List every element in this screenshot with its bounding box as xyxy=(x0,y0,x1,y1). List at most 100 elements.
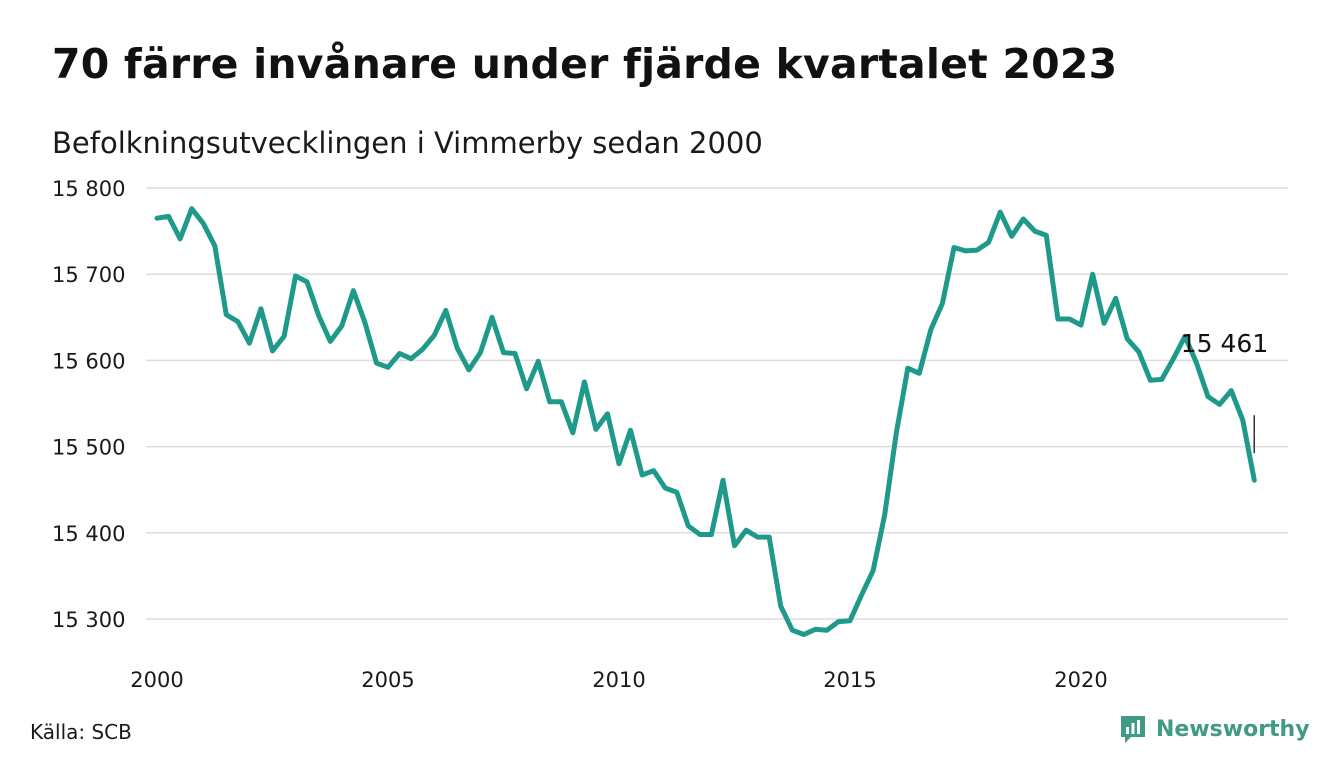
data-point xyxy=(559,399,564,404)
data-point xyxy=(674,490,679,495)
data-point xyxy=(801,632,806,637)
data-point xyxy=(1159,377,1164,382)
chart-title: 70 färre invånare under fjärde kvartalet… xyxy=(52,40,1118,88)
data-point xyxy=(1252,478,1257,483)
data-point xyxy=(1206,394,1211,399)
data-point xyxy=(1182,334,1187,339)
data-point xyxy=(282,334,287,339)
data-point xyxy=(409,356,414,361)
data-point xyxy=(536,359,541,364)
y-axis-ticks: 15 800 15 700 15 600 15 500 15 400 15 300 xyxy=(52,177,125,632)
data-point xyxy=(663,485,668,490)
data-point xyxy=(640,473,645,478)
data-point xyxy=(790,628,795,633)
data-point xyxy=(1079,323,1083,328)
data-point xyxy=(443,308,448,313)
last-value-annotation: 15 461 xyxy=(1181,329,1268,358)
data-point xyxy=(813,627,818,632)
data-point xyxy=(547,399,552,404)
data-point xyxy=(824,628,829,633)
data-point xyxy=(975,248,980,253)
data-point xyxy=(1009,234,1014,239)
data-point xyxy=(744,528,749,533)
data-point xyxy=(1055,317,1060,322)
data-point xyxy=(605,411,610,416)
data-point xyxy=(951,245,956,250)
data-point xyxy=(1194,360,1199,365)
data-point xyxy=(651,468,656,473)
data-point xyxy=(305,279,310,284)
data-point xyxy=(1090,272,1095,277)
y-tick-label: 15 800 xyxy=(52,177,125,201)
data-point xyxy=(258,306,263,311)
population-series-line xyxy=(154,206,1257,637)
data-point xyxy=(1021,217,1026,222)
y-tick-label: 15 700 xyxy=(52,263,125,287)
source-note: Källa: SCB xyxy=(30,720,132,744)
data-point xyxy=(767,535,772,540)
y-tick-label: 15 500 xyxy=(52,436,125,460)
data-point xyxy=(455,346,460,351)
data-point xyxy=(882,512,887,517)
data-point xyxy=(489,315,494,320)
data-point xyxy=(732,543,737,548)
data-point xyxy=(270,348,275,353)
data-point xyxy=(224,312,229,317)
data-point xyxy=(247,341,252,346)
data-point xyxy=(478,350,483,355)
data-point xyxy=(339,323,344,328)
data-point xyxy=(998,210,1003,215)
data-point xyxy=(351,288,356,293)
data-point xyxy=(1125,336,1130,341)
data-point xyxy=(212,243,217,248)
data-point xyxy=(570,430,575,435)
data-point xyxy=(293,273,298,278)
data-point xyxy=(386,365,390,370)
y-tick-label: 15 600 xyxy=(52,349,125,373)
data-points xyxy=(155,206,1257,637)
data-point xyxy=(905,366,910,371)
data-point xyxy=(420,347,425,352)
data-point xyxy=(328,339,333,344)
data-point xyxy=(178,236,183,241)
data-point xyxy=(155,216,159,221)
data-point xyxy=(940,301,945,306)
brand-logo: Newsworthy xyxy=(1118,714,1310,744)
x-tick-label: 2000 xyxy=(130,668,183,692)
data-point xyxy=(963,248,968,253)
data-point xyxy=(1217,402,1222,407)
data-point xyxy=(709,532,714,537)
bar-chart-speech-icon xyxy=(1121,716,1145,743)
data-point xyxy=(1113,296,1118,301)
data-point xyxy=(778,604,783,609)
data-point xyxy=(1044,233,1049,238)
data-point xyxy=(1067,317,1072,322)
data-point xyxy=(1136,349,1141,354)
data-point xyxy=(928,327,933,332)
x-axis-ticks: 2000 2005 2010 2015 2020 xyxy=(130,668,1107,692)
x-tick-label: 2015 xyxy=(823,668,876,692)
data-point xyxy=(397,351,402,356)
data-point xyxy=(917,371,922,376)
data-point xyxy=(848,618,852,623)
data-point xyxy=(466,367,471,372)
data-point xyxy=(686,523,691,528)
data-point xyxy=(1148,378,1153,383)
data-point xyxy=(316,313,321,318)
data-point xyxy=(189,206,194,211)
data-point xyxy=(1240,417,1245,422)
data-point xyxy=(628,428,633,433)
data-point xyxy=(524,386,529,391)
y-tick-label: 15 400 xyxy=(52,522,125,546)
data-point xyxy=(1032,229,1037,234)
data-point xyxy=(617,461,621,466)
data-point xyxy=(836,619,841,624)
data-point xyxy=(362,320,367,325)
data-point xyxy=(755,535,760,540)
data-point xyxy=(374,360,379,365)
chart-subtitle: Befolkningsutvecklingen i Vimmerby sedan… xyxy=(52,126,763,160)
x-tick-label: 2020 xyxy=(1054,668,1107,692)
data-point xyxy=(593,427,598,432)
data-point xyxy=(1229,388,1234,393)
